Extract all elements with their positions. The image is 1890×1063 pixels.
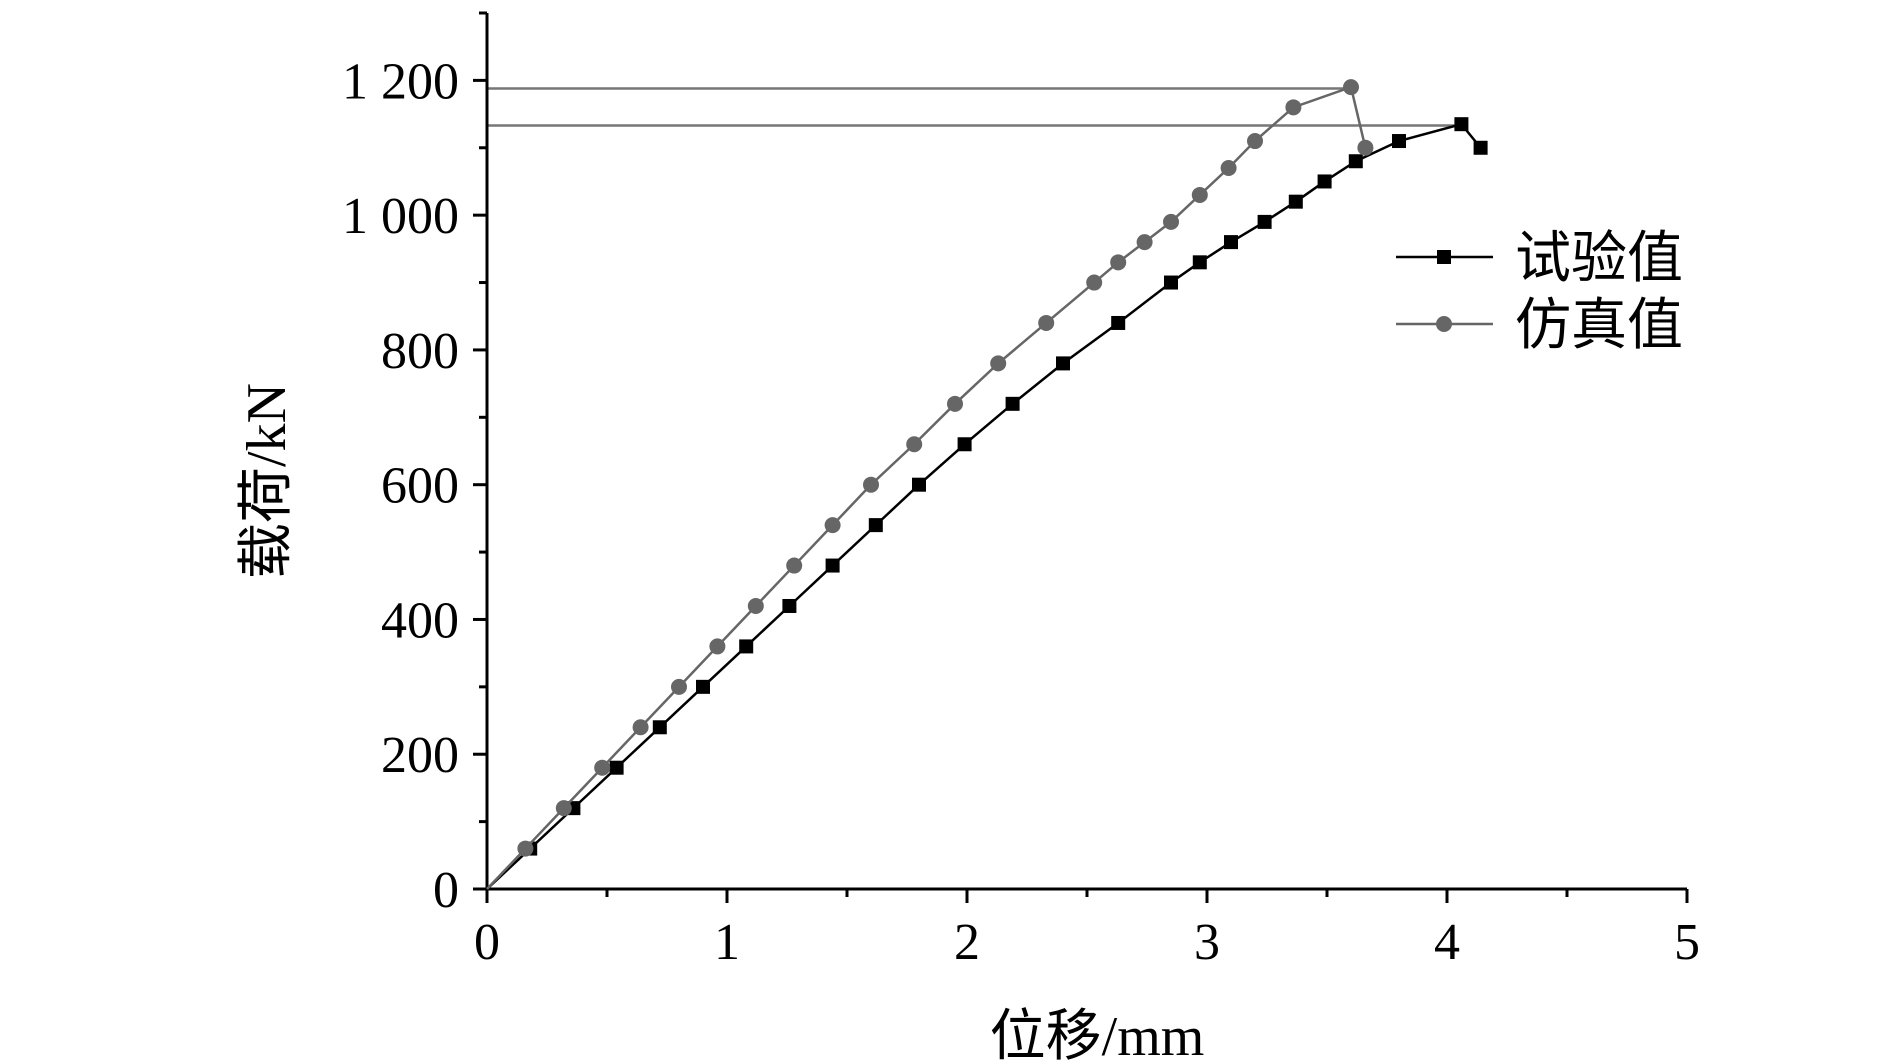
data-point xyxy=(1247,133,1263,150)
data-point xyxy=(1317,174,1332,189)
data-point xyxy=(1257,214,1272,229)
data-point xyxy=(609,760,624,775)
data-point xyxy=(1191,186,1208,203)
data-point xyxy=(747,597,764,614)
data-point xyxy=(1111,315,1126,330)
data-point xyxy=(652,720,667,735)
data-point xyxy=(1164,275,1178,290)
data-point xyxy=(1086,274,1103,291)
axes xyxy=(485,13,1687,891)
y-tick-label: 0 xyxy=(433,862,459,919)
x-tick-label: 1 xyxy=(714,914,740,971)
y-tick-label: 200 xyxy=(381,727,459,784)
series-line xyxy=(486,122,1482,890)
data-point xyxy=(1224,235,1238,250)
data-point xyxy=(786,557,803,574)
series-layer xyxy=(486,79,1488,890)
data-point xyxy=(594,759,611,776)
data-point xyxy=(957,437,972,452)
data-point xyxy=(1473,140,1488,155)
data-point xyxy=(868,518,883,533)
data-point xyxy=(947,395,963,412)
data-point xyxy=(696,679,710,694)
data-point xyxy=(739,639,754,654)
legend-marker xyxy=(1436,316,1452,332)
y-tick-label: 1 200 xyxy=(342,53,459,110)
data-point xyxy=(906,436,923,453)
data-point xyxy=(1454,117,1469,132)
data-point xyxy=(1343,79,1359,96)
x-tick-label: 0 xyxy=(474,914,500,971)
y-axis-title: 载荷/kN xyxy=(236,383,298,579)
data-point xyxy=(1220,159,1237,176)
data-point xyxy=(825,558,840,573)
data-point xyxy=(782,598,797,613)
series-2 xyxy=(486,79,1374,890)
y-tick-label: 600 xyxy=(381,458,459,515)
data-point xyxy=(1136,234,1153,251)
legend-marker xyxy=(1437,250,1451,264)
legend-label: 仿真值 xyxy=(1515,295,1683,357)
reference-lines xyxy=(487,87,1464,127)
legend-item: 仿真值 xyxy=(1396,295,1683,357)
x-tick-label: 2 xyxy=(954,914,980,971)
data-point xyxy=(1056,356,1070,371)
ticks: 0 1 2 3 4 5 0 200 400 600 800 1 000 1 200 xyxy=(342,11,1700,971)
x-axis-title: 位移/mm xyxy=(990,1006,1205,1063)
data-point xyxy=(863,476,879,493)
data-point xyxy=(1038,314,1055,331)
x-tick-label: 3 xyxy=(1194,914,1220,971)
legend-item: 试验值 xyxy=(1396,228,1683,290)
data-point xyxy=(555,800,572,817)
data-point xyxy=(1110,254,1127,271)
data-point xyxy=(1005,396,1020,411)
series-1 xyxy=(486,117,1488,890)
data-point xyxy=(709,638,726,655)
y-tick-label: 1 000 xyxy=(342,188,459,245)
legend-label: 试验值 xyxy=(1515,228,1683,290)
y-tick-label: 800 xyxy=(381,323,459,380)
data-point xyxy=(1163,213,1179,230)
data-point xyxy=(824,517,841,534)
x-tick-label: 5 xyxy=(1674,914,1700,971)
data-point xyxy=(912,477,926,492)
data-point xyxy=(1348,154,1363,169)
data-point xyxy=(990,355,1007,372)
x-tick-label: 4 xyxy=(1434,914,1460,971)
data-point xyxy=(671,678,687,695)
data-point xyxy=(1288,194,1303,209)
data-point xyxy=(1285,99,1302,116)
data-point xyxy=(517,840,534,857)
y-tick-label: 400 xyxy=(381,592,459,649)
data-point xyxy=(1392,134,1406,149)
data-point xyxy=(1357,139,1374,156)
data-point xyxy=(1192,255,1207,270)
data-point xyxy=(632,719,649,736)
